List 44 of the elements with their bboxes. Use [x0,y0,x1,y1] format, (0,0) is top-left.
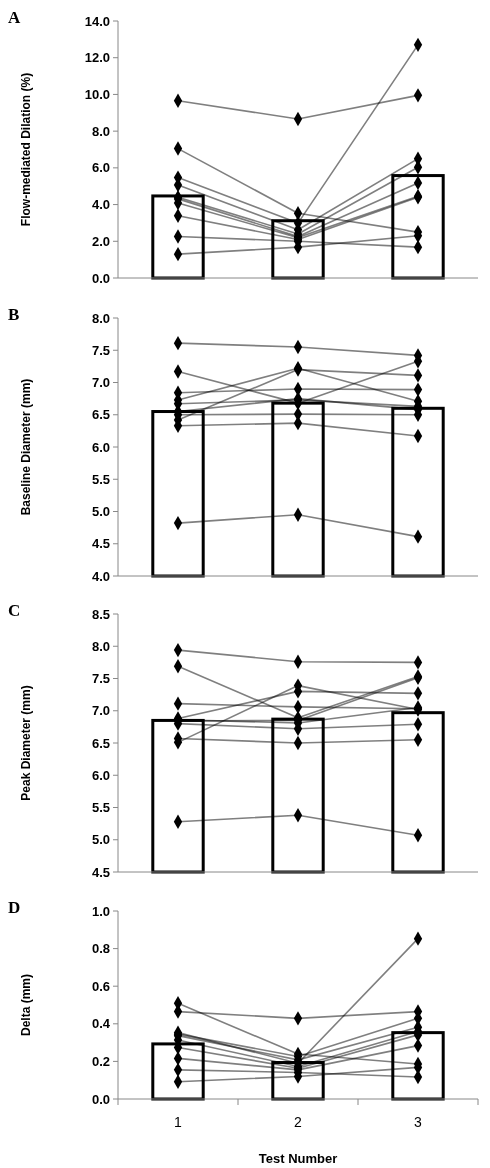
x-tick-label: 2 [294,1114,303,1130]
x-axis-title: Test Number [258,1151,338,1166]
y-tick-label: 10.0 [84,86,110,102]
y-axis-title: Delta (mm) [19,973,33,1037]
x-tick-label: 1 [174,1114,183,1130]
chart-title: D [8,898,21,917]
y-tick-label: 4.0 [91,568,110,584]
y-tick-label: 5.5 [91,471,110,487]
y-tick-label: 4.5 [91,864,110,880]
y-tick-label: 0.4 [91,1016,111,1032]
y-tick-label: 6.0 [91,160,110,176]
y-tick-label: 5.5 [91,800,110,816]
y-axis-title: Peak Diameter (mm) [19,685,33,801]
y-tick-label: 2.0 [91,233,110,249]
y-tick-label: 6.0 [91,439,110,455]
y-axis-title: Baseline Diameter (mm) [19,378,33,516]
y-tick-label: 0.8 [91,941,110,957]
y-tick-label: 8.5 [91,606,110,622]
y-tick-label: 14.0 [84,13,110,29]
y-tick-label: 7.5 [91,342,110,358]
x-tick-label: 3 [414,1114,423,1130]
y-tick-label: 6.5 [91,735,110,751]
chart-title: C [8,601,21,620]
y-tick-label: 7.0 [91,703,110,719]
y-tick-label: 0.0 [91,1091,110,1107]
y-tick-label: 12.0 [84,50,110,66]
chart-title: A [8,8,21,27]
y-tick-label: 6.5 [91,407,110,423]
y-tick-label: 0.6 [91,978,110,994]
chart-title: B [8,305,20,324]
y-tick-label: 4.5 [91,536,110,552]
y-tick-label: 8.0 [91,123,110,139]
y-tick-label: 5.0 [91,504,110,520]
y-tick-label: 7.0 [91,375,110,391]
y-tick-label: 5.0 [91,832,110,848]
y-tick-label: 0.2 [91,1053,110,1069]
y-tick-label: 1.0 [91,903,110,919]
y-tick-label: 8.0 [91,638,110,654]
y-tick-label: 4.0 [91,197,110,213]
y-tick-label: 7.5 [91,671,110,687]
y-axis-title: Flow-mediated Dilation (%) [19,72,33,227]
y-tick-label: 8.0 [91,310,110,326]
y-tick-label: 6.0 [91,767,110,783]
y-tick-label: 0.0 [91,270,110,286]
